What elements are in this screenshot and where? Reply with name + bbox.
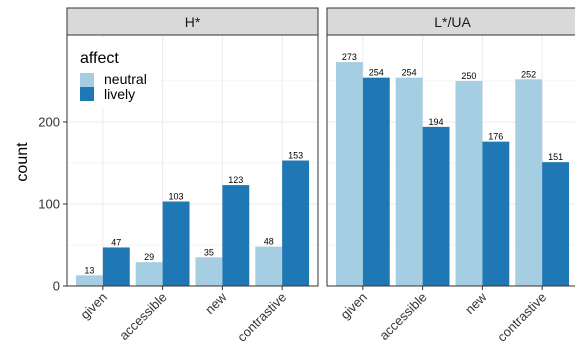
y-axis: 0 100 200 <box>38 114 67 294</box>
strip-1 <box>66 7 319 36</box>
bar-lively-new <box>222 185 250 286</box>
x-tick-label-accessible: accessible <box>116 290 170 344</box>
legend-label-neutral: neutral <box>104 71 147 87</box>
bar-neutral-accessible <box>135 262 163 286</box>
bar-lively-contrastive <box>542 162 570 286</box>
x-tick-label-new: new <box>462 289 490 317</box>
y-tick-label: 200 <box>38 114 60 129</box>
bar-neutral-given <box>75 275 103 286</box>
x-tick-label-contrastive: contrastive <box>234 290 289 345</box>
bar-lively-accessible <box>422 126 450 286</box>
legend-title: affect <box>80 50 119 67</box>
strip-label-2: L*/UA <box>434 14 471 30</box>
data-label: 151 <box>548 152 563 162</box>
panel-border-1 <box>66 34 319 287</box>
y-tick-label: 0 <box>53 279 60 294</box>
bar-neutral-contrastive <box>255 246 283 286</box>
bar-lively-new <box>482 141 510 286</box>
legend-key-neutral <box>80 73 94 87</box>
x-tick-label-new: new <box>202 289 230 317</box>
data-label: 47 <box>111 237 121 247</box>
bar-neutral-accessible <box>395 77 423 286</box>
data-label: 250 <box>461 71 476 81</box>
data-label: 254 <box>369 68 384 78</box>
data-label: 273 <box>342 52 357 62</box>
legend-label-lively: lively <box>104 86 135 102</box>
data-label: 123 <box>228 175 243 185</box>
panel-border-2 <box>326 34 575 287</box>
data-label: 254 <box>402 68 417 78</box>
x-tick-label-given: given <box>77 290 110 323</box>
y-tick-label: 100 <box>38 196 60 211</box>
data-label: 29 <box>144 252 154 262</box>
legend-key-lively <box>80 87 94 101</box>
x-tick-label-given: given <box>337 290 370 323</box>
bar-lively-given <box>102 247 130 286</box>
data-label: 103 <box>169 192 184 202</box>
bar-neutral-given <box>335 62 363 286</box>
bar-lively-contrastive <box>282 160 310 286</box>
strip-2 <box>326 7 575 36</box>
data-label: 13 <box>84 265 94 275</box>
bar-lively-given <box>362 77 390 286</box>
y-axis-title: count <box>14 142 31 182</box>
strip-label-1: H* <box>185 14 201 30</box>
legend: affect neutral lively <box>70 38 160 108</box>
bar-lively-accessible <box>162 201 190 286</box>
data-label: 176 <box>488 132 503 142</box>
panel-2: L*/UA 273 254 250 252 254 194 176 151 given access… <box>326 7 575 345</box>
bar-neutral-contrastive <box>515 79 543 286</box>
data-label: 153 <box>288 151 303 161</box>
data-label: 194 <box>429 117 444 127</box>
data-label: 48 <box>264 237 274 247</box>
data-label: 252 <box>521 69 536 79</box>
bar-neutral-new <box>455 80 483 287</box>
bar-neutral-new <box>195 257 223 286</box>
x-tick-label-contrastive: contrastive <box>494 290 549 345</box>
data-label: 35 <box>204 247 214 257</box>
x-tick-label-accessible: accessible <box>376 290 430 344</box>
